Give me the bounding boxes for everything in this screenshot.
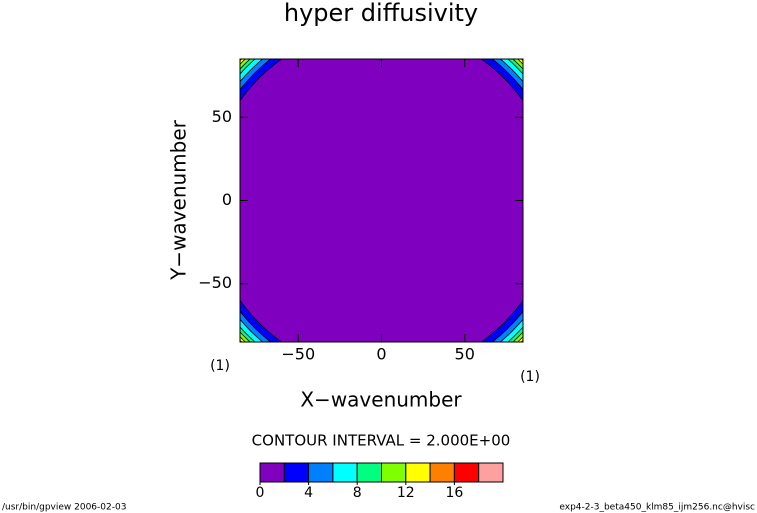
colorbar-box	[356, 462, 383, 483]
colorbar-tick-label: 8	[353, 485, 362, 501]
chart-title: hyper diffusivity	[284, 0, 478, 27]
colorbar-box	[453, 462, 480, 483]
contour-level	[240, 59, 523, 342]
colorbar-box	[332, 462, 358, 483]
contour-interval: CONTOUR INTERVAL = 2.000E+00	[252, 432, 511, 450]
y-axis-label: Y−wavenumber	[167, 119, 191, 281]
x-tick-label: −50	[281, 345, 315, 364]
y-tick-label: 50	[212, 107, 232, 126]
y-tick-label: 0	[222, 190, 232, 209]
colorbar-tick-label: 16	[445, 485, 463, 501]
colorbar-box	[381, 462, 407, 483]
y-tick-label: −50	[198, 273, 232, 292]
x-tick-label: 0	[376, 345, 386, 364]
x-unit: (1)	[520, 369, 540, 385]
colorbar-box	[478, 462, 504, 483]
colorbar-tick-label: 0	[256, 485, 265, 501]
colorbar-box	[259, 462, 285, 483]
colorbar-box	[429, 462, 455, 483]
footer-left: /usr/bin/gpview 2006-02-03	[2, 503, 126, 513]
colorbar-tick-label: 12	[397, 485, 415, 501]
y-unit: (1)	[210, 358, 230, 374]
x-axis-label: X−wavenumber	[300, 388, 462, 412]
footer-right: exp4-2-3_beta450_klm85_ijm256.nc@hvisc	[559, 503, 755, 513]
plot-area	[240, 59, 523, 342]
colorbar-tick-label: 4	[304, 485, 313, 501]
colorbar-box	[308, 462, 334, 483]
colorbar-box	[405, 462, 431, 483]
x-tick-label: 50	[455, 345, 475, 364]
colorbar-box	[283, 462, 310, 483]
